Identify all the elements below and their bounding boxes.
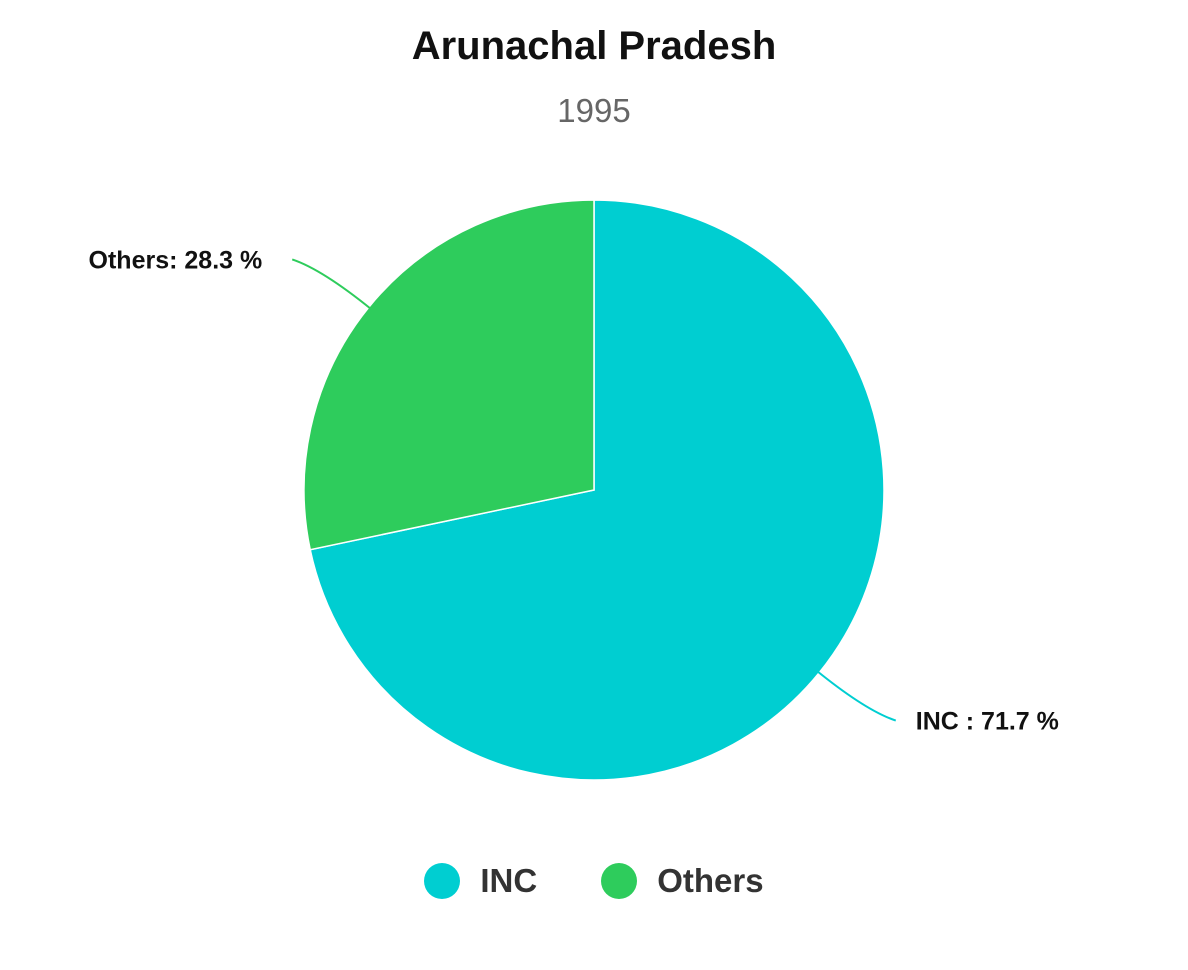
slice-labels: INC : 71.7 % Others: 28.3 % [89, 246, 1059, 735]
label-connectors [291, 258, 897, 722]
slice-label-inc: INC : 71.7 % [916, 708, 1059, 736]
pie-slice-others[interactable] [303, 199, 595, 551]
legend-label-others: Others [657, 862, 764, 899]
legend-swatch-others [601, 863, 638, 899]
legend-item-inc[interactable]: INC [424, 862, 537, 900]
label-connector-inc [815, 669, 897, 722]
chart-title: Arunachal Pradesh [411, 24, 777, 68]
pie-slices [303, 199, 885, 781]
legend-item-others[interactable]: Others [601, 862, 764, 900]
legend-label-inc: INC [480, 862, 538, 899]
chart-subtitle: 1995 [557, 92, 631, 129]
legend: INC Others [0, 862, 1188, 900]
slice-label-others: Others: 28.3 % [89, 246, 263, 274]
legend-swatch-inc [424, 863, 461, 899]
label-connector-others [291, 258, 373, 311]
